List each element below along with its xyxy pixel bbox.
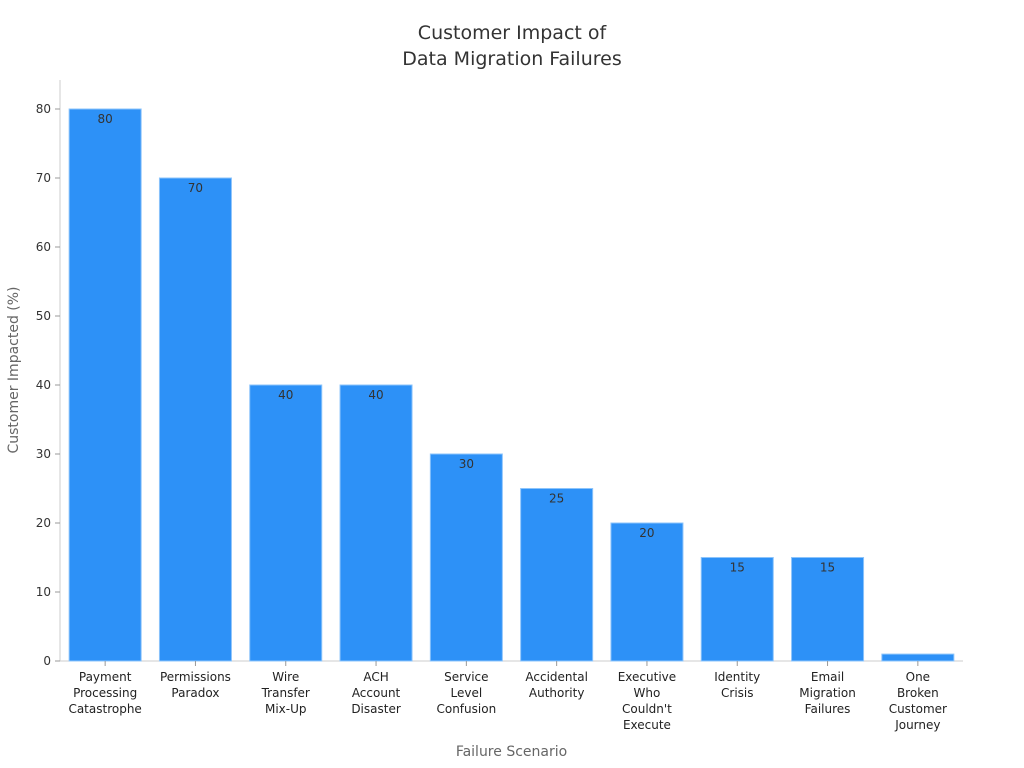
- bar: [339, 384, 413, 662]
- data-label: 40: [278, 388, 293, 402]
- y-tick-label: 80: [36, 102, 51, 116]
- x-tick-label: Disaster: [351, 702, 401, 716]
- x-tick-label: Accidental: [525, 670, 588, 684]
- chart-title: Customer Impact of Data Migration Failur…: [0, 20, 1024, 72]
- y-tick-label: 50: [36, 309, 51, 323]
- x-tick-label: Customer: [889, 702, 947, 716]
- y-tick-label: 60: [36, 240, 51, 254]
- x-tick-label: Processing: [73, 686, 137, 700]
- x-tick-label: Account: [352, 686, 401, 700]
- x-tick-label: Mix-Up: [265, 702, 307, 716]
- data-label: 40: [368, 388, 383, 402]
- x-tick-label: Who: [634, 686, 661, 700]
- data-label: 25: [549, 492, 564, 506]
- x-tick-label: Execute: [623, 718, 671, 732]
- x-tick-label: Identity: [714, 670, 760, 684]
- y-tick-label: 30: [36, 447, 51, 461]
- x-tick-label: Migration: [799, 686, 856, 700]
- y-axis-label: Customer Impacted (%): [6, 286, 22, 453]
- bar: [249, 384, 323, 662]
- x-tick-label: Transfer: [261, 686, 310, 700]
- bar: [158, 177, 232, 662]
- x-tick-label: Catastrophe: [68, 702, 141, 716]
- x-tick-label: Service: [444, 670, 488, 684]
- data-label: 15: [820, 561, 835, 575]
- data-label: 15: [730, 561, 745, 575]
- x-tick-label: One: [906, 670, 930, 684]
- bar: [881, 653, 955, 662]
- x-tick-label: Failures: [805, 702, 851, 716]
- x-tick-label: Authority: [529, 686, 585, 700]
- bar: [68, 108, 142, 662]
- bar: [520, 488, 594, 662]
- x-tick-label: Level: [451, 686, 483, 700]
- x-tick-label: Broken: [897, 686, 939, 700]
- x-tick-label: Paradox: [171, 686, 219, 700]
- x-tick-label: Confusion: [436, 702, 496, 716]
- x-tick-label: Crisis: [721, 686, 753, 700]
- title-line-1: Customer Impact of: [417, 22, 607, 44]
- y-tick-label: 40: [36, 378, 51, 392]
- data-label: 20: [639, 526, 654, 540]
- x-tick-label: Email: [811, 670, 844, 684]
- x-tick-label: Executive: [618, 670, 676, 684]
- data-label: 80: [98, 112, 113, 126]
- bar: [700, 557, 774, 662]
- x-tick-label: Payment: [79, 670, 132, 684]
- y-tick-label: 10: [36, 585, 51, 599]
- x-tick-label: Wire: [272, 670, 299, 684]
- bar: [610, 522, 684, 662]
- x-axis-label: Failure Scenario: [456, 744, 567, 760]
- bar: [791, 557, 865, 662]
- y-tick-label: 20: [36, 516, 51, 530]
- data-label: 70: [188, 181, 203, 195]
- title-line-2: Data Migration Failures: [402, 48, 622, 70]
- y-tick-label: 0: [43, 654, 51, 668]
- x-tick-label: Couldn't: [622, 702, 672, 716]
- data-label: 30: [459, 457, 474, 471]
- x-tick-label: Journey: [894, 718, 940, 732]
- x-tick-label: Permissions: [160, 670, 231, 684]
- bar: [429, 453, 503, 662]
- y-tick-label: 70: [36, 171, 51, 185]
- x-tick-label: ACH: [363, 670, 388, 684]
